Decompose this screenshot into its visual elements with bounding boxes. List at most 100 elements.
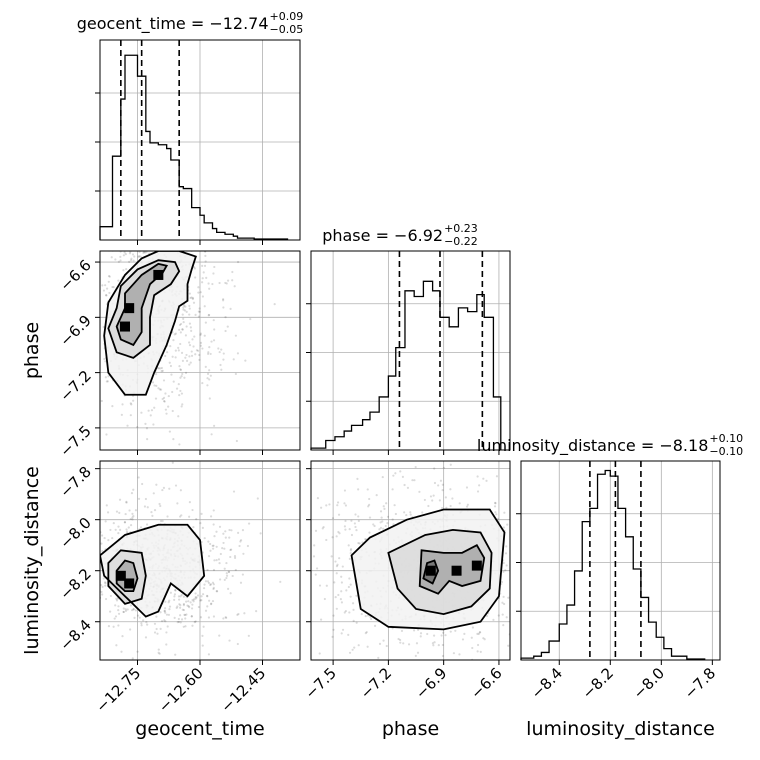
sample-point (130, 403, 133, 406)
sample-point (87, 218, 89, 220)
sample-point (416, 651, 420, 654)
sample-point (596, 518, 598, 520)
sample-point (182, 320, 185, 324)
sample-point (494, 511, 497, 514)
sample-point (58, 560, 60, 562)
sample-point (182, 595, 185, 598)
sample-point (414, 465, 417, 469)
sample-point (93, 334, 95, 336)
sample-point (213, 535, 216, 538)
sample-point (120, 413, 123, 416)
sample-point (129, 414, 132, 417)
sample-point (432, 644, 435, 647)
sample-point (415, 667, 417, 669)
sample-point (140, 622, 143, 625)
sample-point (506, 523, 509, 526)
contour-line (107, 549, 147, 605)
sample-point (212, 272, 215, 275)
panel-title-luminosity-distance: luminosity_distance = −8.18 +0.10−0.10 (477, 432, 743, 458)
sample-point (147, 228, 149, 230)
sample-point (153, 384, 156, 387)
sample-point (207, 282, 210, 285)
sample-point (517, 526, 519, 528)
sample-point (235, 439, 238, 443)
sample-point (123, 121, 125, 123)
sample-point (128, 246, 130, 248)
sample-point (564, 526, 566, 528)
sample-point (432, 634, 436, 637)
sample-point (222, 358, 225, 361)
sample-point (399, 470, 402, 473)
sample-point (357, 488, 360, 491)
sample-point (92, 318, 94, 320)
sample-point (198, 307, 201, 310)
sample-point (551, 572, 553, 574)
sample-point (158, 502, 161, 506)
sample-point (132, 607, 135, 611)
sample-point (529, 531, 531, 533)
sample-point (100, 534, 104, 537)
sample-point (513, 565, 515, 567)
sample-point (129, 259, 133, 262)
sample-point (494, 501, 497, 504)
sample-point (229, 592, 232, 595)
x-tick-label: −12.75 (92, 664, 144, 716)
sample-point (352, 619, 355, 623)
sample-point (167, 394, 170, 398)
sample-point (382, 505, 385, 508)
sample-point (168, 430, 171, 433)
sample-point (318, 652, 321, 655)
sample-point (73, 348, 75, 350)
sample-point (227, 587, 230, 590)
sample-point (164, 611, 167, 614)
sample-point (188, 244, 190, 246)
sample-point (179, 595, 182, 598)
sample-point (239, 539, 243, 542)
sample-point (179, 604, 182, 607)
sample-point (117, 532, 120, 535)
sample-point (220, 197, 222, 199)
sample-point (107, 539, 110, 542)
sample-point (229, 555, 232, 559)
sample-point (128, 260, 131, 264)
sample-point (218, 525, 222, 528)
sample-point (334, 596, 337, 599)
sample-point (419, 635, 422, 638)
sample-point (416, 628, 420, 631)
sample-point (179, 342, 182, 346)
sample-point (123, 151, 125, 153)
sample-point (364, 615, 367, 618)
sample-point (69, 317, 71, 319)
sample-point (237, 612, 240, 616)
sample-point (504, 569, 507, 572)
sample-point (209, 603, 213, 606)
sample-point (193, 335, 196, 338)
sample-point (206, 377, 209, 380)
sample-point (188, 515, 191, 518)
sample-point (127, 245, 129, 247)
sample-point (451, 497, 454, 500)
sample-point (133, 163, 135, 165)
sample-point (382, 527, 385, 530)
sample-point (117, 525, 120, 528)
sample-point (167, 235, 169, 237)
sample-point (178, 603, 181, 606)
sample-point (155, 483, 158, 486)
sample-point (194, 592, 197, 595)
title-lower-error: −0.05 (270, 23, 304, 36)
sample-point (379, 510, 383, 513)
sample-point (91, 563, 93, 565)
sample-point (103, 357, 106, 361)
sample-point (91, 244, 93, 246)
sample-point (120, 177, 122, 179)
sample-point (458, 653, 461, 656)
sample-point (502, 561, 505, 565)
sample-point (126, 608, 129, 611)
sample-point (176, 621, 179, 624)
sample-point (169, 364, 173, 368)
sample-point (121, 635, 124, 638)
sample-point (114, 528, 117, 531)
sample-point (530, 584, 532, 586)
sample-point (165, 613, 169, 616)
sample-point (172, 668, 174, 670)
